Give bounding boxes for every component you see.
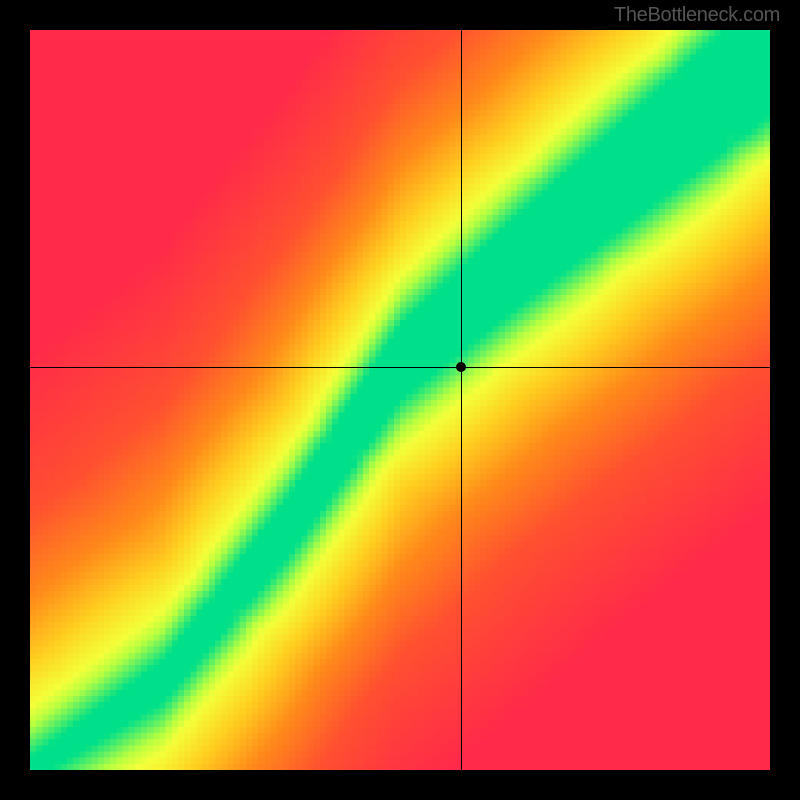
heatmap-plot: [30, 30, 770, 770]
crosshair-vertical: [461, 30, 462, 770]
heatmap-canvas: [30, 30, 770, 770]
crosshair-horizontal: [30, 367, 770, 368]
watermark-text: TheBottleneck.com: [614, 4, 780, 27]
marker-dot: [456, 362, 466, 372]
